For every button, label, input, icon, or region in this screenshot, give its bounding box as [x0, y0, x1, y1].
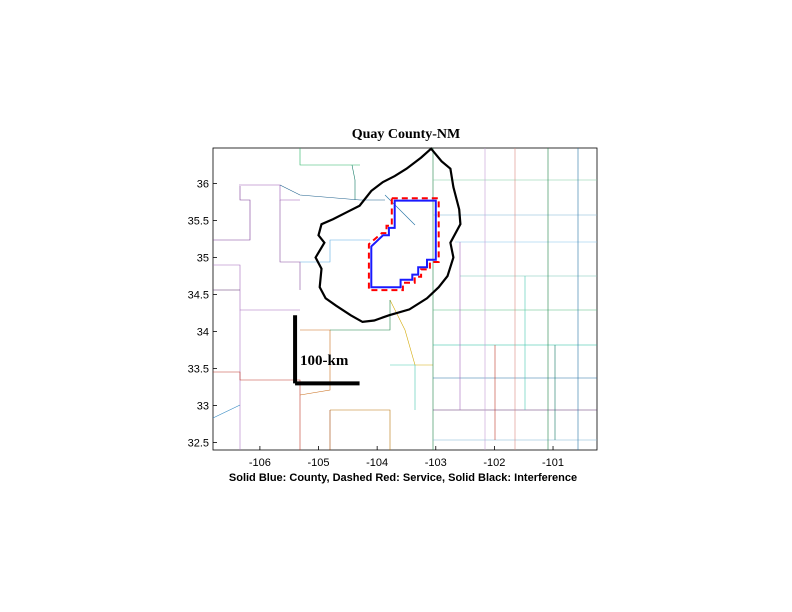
county-boundary: [279, 200, 301, 290]
y-tick-label: 33: [197, 401, 209, 413]
y-tick-label: 35.5: [188, 216, 209, 228]
y-axis-ticks: 32.5 33 33.5 34 34.5 35 35.5 36: [188, 179, 217, 450]
legend-caption: Solid Blue: County, Dashed Red: Service,…: [229, 472, 577, 484]
y-tick-label: 34: [197, 327, 209, 339]
y-tick-label: 33.5: [188, 364, 209, 376]
y-tick-label: 36: [197, 179, 209, 191]
x-tick-label: -102: [483, 457, 505, 469]
service-contour: [367, 197, 440, 292]
county-boundary: [330, 300, 391, 331]
x-axis-ticks: -106 -105 -104 -103 -102 -101: [249, 446, 564, 469]
map-plot-area: 100-km: [212, 147, 598, 451]
county-boundary: [213, 371, 301, 450]
county-boundary: [239, 184, 300, 201]
county-boundary: [279, 184, 385, 201]
county-boundary: [300, 239, 370, 263]
y-tick-label: 32.5: [188, 438, 209, 450]
x-tick-label: -105: [308, 457, 330, 469]
county-boundary: [389, 299, 433, 366]
x-tick-label: -103: [425, 457, 447, 469]
quay-county-outline: [370, 199, 437, 289]
county-boundary: [390, 364, 416, 410]
county-boundary: [330, 409, 391, 450]
y-tick-label: 34.5: [188, 290, 209, 302]
county-boundary: [299, 148, 360, 166]
x-tick-label: -104: [366, 457, 388, 469]
county-boundary: [351, 164, 356, 200]
x-tick-label: -106: [249, 457, 271, 469]
county-boundary: [213, 186, 251, 241]
scale-bar: 100-km: [293, 315, 360, 386]
interference-contour: [314, 147, 462, 324]
county-boundary: [299, 329, 331, 396]
county-boundary: [384, 194, 416, 226]
scale-bar-label: 100-km: [300, 353, 349, 369]
x-tick-label: -101: [542, 457, 564, 469]
y-tick-label: 35: [197, 253, 209, 265]
county-boundaries: [212, 148, 597, 450]
county-boundary: [212, 404, 241, 419]
county-boundary: [213, 264, 300, 311]
map-title: Quay County-NM: [352, 127, 461, 142]
plot-frame: [212, 147, 598, 451]
